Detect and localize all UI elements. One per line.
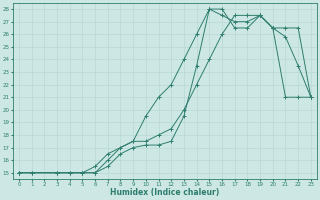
X-axis label: Humidex (Indice chaleur): Humidex (Indice chaleur): [110, 188, 220, 197]
